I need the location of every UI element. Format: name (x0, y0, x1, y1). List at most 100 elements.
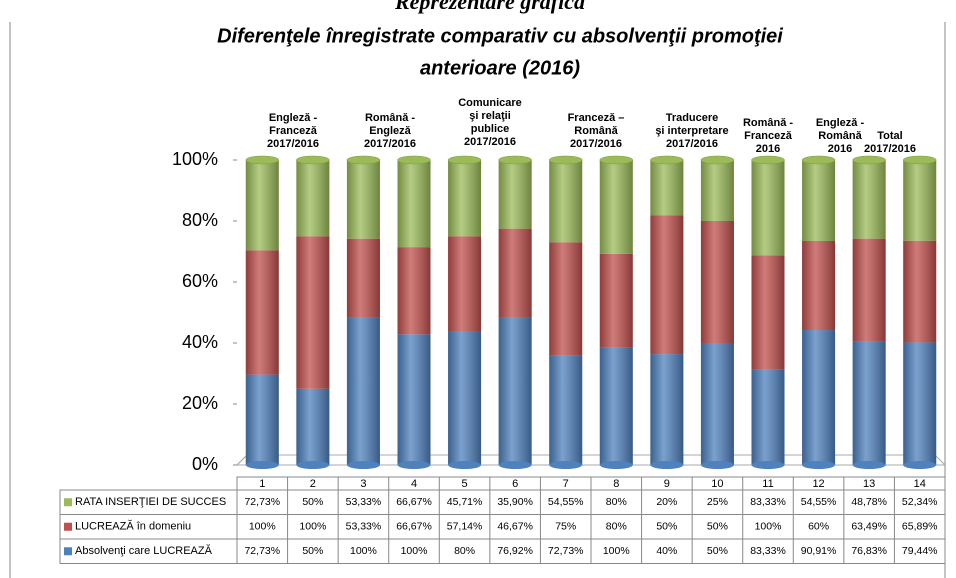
table-cell: 100% (603, 545, 630, 557)
bar-base (498, 461, 532, 469)
table-cell: 65,89% (902, 521, 938, 533)
bar-top (650, 155, 684, 165)
group-label: Total (877, 130, 902, 142)
bar-shade (549, 160, 583, 243)
bar-shade (245, 250, 279, 375)
bar-top (245, 155, 280, 165)
x-tick-label: 10 (711, 478, 723, 490)
bar-shade (346, 317, 380, 465)
table-cell: 20% (656, 496, 677, 508)
bar-shade (802, 160, 836, 241)
group-label: 2017/2016 (267, 138, 319, 150)
table-cell: 80% (606, 496, 627, 508)
table-cell: 80% (454, 545, 475, 557)
table-cell: 83,33% (750, 545, 786, 557)
table-cell: 40% (656, 545, 677, 557)
bar-shade (397, 334, 431, 465)
bar-shade (498, 228, 532, 318)
bar-shade (751, 160, 785, 256)
group-label: 2017/2016 (464, 136, 516, 148)
table-row (59, 538, 946, 564)
bar-shade (498, 160, 532, 229)
table-cell: 100% (401, 545, 428, 557)
table-cell: 76,83% (851, 545, 887, 557)
group-label: Franceză (269, 125, 318, 137)
y-tick-label: 20% (182, 393, 218, 413)
x-tick-label: 3 (360, 478, 366, 490)
bar-shade (498, 317, 532, 465)
bar-shade (700, 221, 734, 343)
bar-shade (448, 160, 482, 237)
bar-shade (903, 240, 937, 343)
table-cell: 90,91% (801, 545, 837, 557)
group-label: 2017/2016 (570, 138, 622, 150)
x-tick-label: 8 (613, 478, 619, 490)
bar-top (548, 155, 583, 165)
table-cell: 46,67% (497, 521, 533, 533)
chart-title: Diferenţele înregistrate comparativ cu a… (217, 25, 783, 47)
bar-base (549, 461, 583, 469)
group-label: Engleză (369, 125, 411, 137)
group-label: publice (471, 123, 510, 135)
group-label: 2017/2016 (864, 143, 916, 155)
legend-swatch (64, 498, 72, 507)
bar-shade (296, 236, 330, 389)
group-label: şi relaţii (469, 110, 511, 122)
x-tick-label: 6 (512, 478, 518, 490)
table-cell: 80% (606, 521, 627, 533)
bar-top (498, 155, 532, 165)
bar-shade (650, 354, 684, 465)
bar-top (397, 155, 431, 165)
bar-top (447, 155, 482, 165)
group-label: 2016 (828, 143, 852, 155)
bar-shade (599, 160, 633, 254)
legend-swatch (64, 522, 72, 531)
group-label: Engleză - (816, 117, 865, 129)
bar-base (245, 461, 279, 469)
table-cell: 50% (656, 521, 677, 533)
bar-base (448, 461, 482, 469)
bar-shade (751, 369, 785, 465)
table-cell: 54,55% (548, 496, 584, 508)
table-cell: 45,71% (447, 496, 483, 508)
table-cell: 72,73% (548, 545, 584, 557)
bar-shade (852, 341, 886, 465)
table-cell: 72,73% (244, 545, 280, 557)
bar-shade (650, 160, 684, 216)
bar-shade (397, 160, 431, 248)
legend-swatch (64, 547, 72, 556)
bar-base (599, 461, 633, 469)
table-cell: 72,73% (244, 496, 280, 508)
bar-shade (802, 240, 836, 331)
bar-shade (700, 343, 734, 465)
x-tick-label: 4 (411, 478, 417, 490)
group-label: 2017/2016 (666, 138, 718, 150)
bar-base (903, 461, 937, 469)
bar-shade (852, 238, 886, 342)
table-cell: 53,33% (346, 521, 382, 533)
table-cell: 50% (707, 545, 728, 557)
y-tick-label: 40% (182, 332, 218, 352)
x-tick-label: 14 (914, 478, 926, 490)
bar-shade (397, 247, 431, 335)
heading: Reprezentare grafică (394, 0, 585, 14)
bar-top (700, 155, 735, 165)
group-label: Franceză (744, 130, 793, 142)
chart-title: anterioare (2016) (420, 57, 580, 79)
legend-label: LUCREAZĂ în domeniu (75, 520, 191, 533)
axis (236, 454, 248, 466)
x-tick-label: 1 (259, 478, 265, 490)
bar-shade (448, 331, 482, 465)
bar-shade (346, 238, 380, 318)
table-cell: 100% (299, 521, 326, 533)
bar-top (346, 155, 381, 165)
bar-base (751, 461, 785, 469)
group-label: Română (574, 125, 618, 137)
x-tick-label: 7 (563, 478, 569, 490)
bar-top (296, 155, 330, 165)
bar-top (902, 155, 937, 165)
table-cell: 50% (707, 521, 728, 533)
x-tick-label: 12 (812, 478, 824, 490)
legend-label: Absolvenţi care LUCREAZĂ (75, 544, 213, 557)
